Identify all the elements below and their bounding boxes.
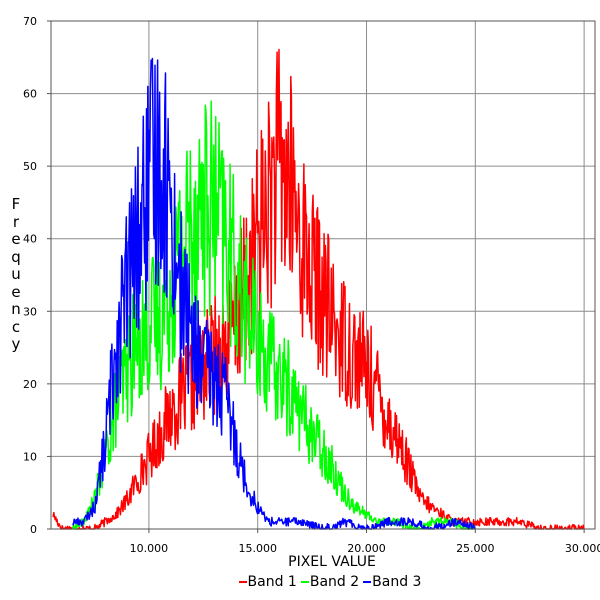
x-tick-label: 25.000 (456, 542, 495, 555)
data-series (52, 48, 585, 530)
legend-item: Band 2 (300, 574, 360, 590)
legend-swatch (300, 581, 309, 583)
legend: Band 1 Band 2 Band 3 (212, 574, 452, 590)
y-axis-label-letter: e (11, 230, 21, 248)
y-tick-label: 60 (23, 88, 37, 101)
y-tick-label: 40 (23, 233, 37, 246)
y-tick-label: 30 (23, 305, 37, 318)
legend-label: Band 3 (372, 574, 422, 590)
x-tick-label: 20.000 (347, 542, 386, 555)
series-line-band-2 (72, 100, 475, 530)
series-line-band-1 (52, 48, 585, 530)
x-tick-label: 10.000 (130, 542, 169, 555)
legend-swatch (238, 581, 247, 583)
y-tick-label: 70 (23, 15, 37, 28)
y-tick-label: 0 (30, 523, 37, 536)
plot-frame (50, 20, 596, 530)
series-line-band-3 (72, 57, 476, 530)
legend-item: Band 1 (238, 574, 297, 590)
legend-label: Band 2 (309, 574, 360, 590)
y-axis-label-letter: r (12, 212, 20, 231)
y-axis-ticks: 0 10 20 30 40 50 60 70 (23, 15, 51, 536)
y-axis-label-letter: y (11, 335, 21, 353)
legend-item: Band 3 (363, 574, 421, 590)
y-axis-label-letter: e (11, 282, 21, 301)
x-axis-ticks: 10.000 15.000 20.000 25.000 30.000 (130, 529, 600, 555)
y-tick-label: 50 (23, 160, 37, 173)
y-axis-label-letter: c (11, 317, 21, 336)
legend-swatch (363, 581, 372, 583)
y-tick-label: 20 (23, 378, 37, 391)
x-axis-label: PIXEL VALUE (288, 554, 376, 570)
legend-label: Band 1 (247, 574, 297, 590)
x-tick-label: 30.000 (565, 542, 600, 555)
x-tick-label: 15.000 (238, 542, 277, 555)
y-axis-label-letter: n (11, 300, 21, 318)
y-axis-label-letter: u (11, 265, 21, 283)
y-tick-label: 10 (23, 450, 37, 463)
y-axis-label-letter: q (11, 247, 21, 266)
y-axis-label-letter: F (11, 195, 21, 213)
